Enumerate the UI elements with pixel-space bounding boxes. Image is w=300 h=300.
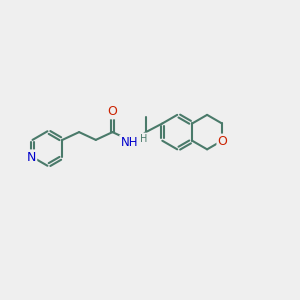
Text: H: H: [140, 134, 147, 144]
Text: N: N: [27, 151, 36, 164]
Text: NH: NH: [120, 136, 138, 149]
Text: O: O: [108, 105, 117, 118]
Text: O: O: [218, 135, 228, 148]
